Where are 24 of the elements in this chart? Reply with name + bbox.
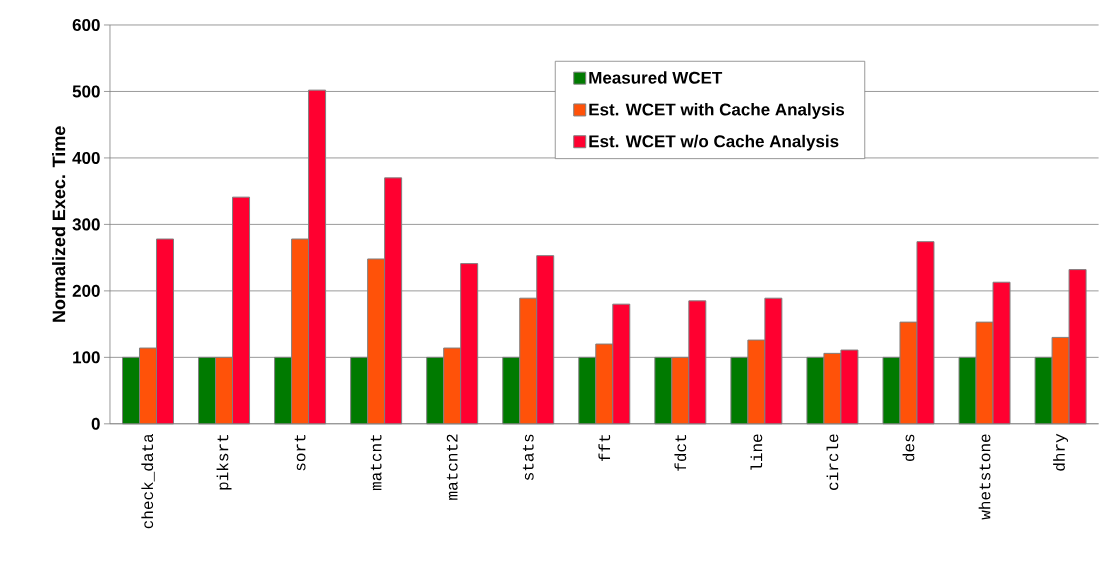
y-tick-label: 200	[72, 284, 100, 298]
x-tick-label: whetstone	[978, 434, 991, 520]
x-tick-label: line	[750, 434, 763, 470]
legend-label: Est. WCET w/o Cache Analysis	[589, 134, 839, 151]
x-tick-label: fft	[598, 435, 611, 462]
x-tick-label: stats	[522, 434, 534, 481]
y-tick-label: 300	[72, 218, 100, 231]
legend-label: Est. WCET with Cache Analysis	[589, 103, 845, 119]
x-tick-label: piksrt	[216, 435, 232, 490]
y-tick-label: 500	[72, 85, 100, 98]
x-tick-label: circle	[826, 434, 839, 491]
y-tick-label: 0	[91, 417, 100, 430]
x-tick-label: sort	[294, 435, 306, 471]
y-tick-label: 100	[73, 351, 100, 364]
x-tick-label: matcnt	[370, 435, 382, 491]
x-tick-label: fdct	[674, 435, 687, 471]
x-tick-label: dhry	[1053, 433, 1069, 471]
x-tick-label: matcnt2	[446, 434, 458, 500]
y-tick-label: 600	[72, 19, 100, 32]
y-axis-title: Normalized Exec. Time	[52, 126, 66, 322]
y-tick-label: 400	[72, 152, 100, 165]
x-tick-label: des	[902, 434, 915, 462]
x-tick-label: check_data	[141, 434, 155, 529]
legend-label: Measured WCET	[589, 71, 723, 84]
